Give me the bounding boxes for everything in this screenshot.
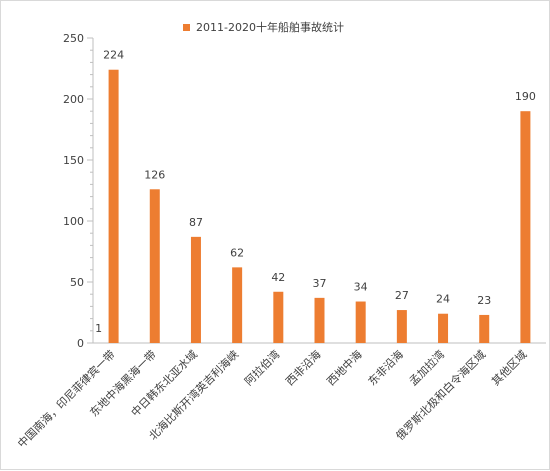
data-label: 37: [313, 277, 327, 290]
bar: [190, 236, 201, 343]
data-label: 23: [477, 294, 491, 307]
y-axis: 0 50 100 150 200 250: [63, 32, 546, 350]
legend-swatch: [183, 23, 190, 31]
bar: [355, 301, 366, 343]
x-tick-label: 孟加拉湾: [406, 347, 447, 388]
data-label: 34: [354, 281, 368, 294]
x-tick-label: 东非沿海: [365, 347, 406, 388]
data-label: 42: [271, 271, 285, 284]
bars: [108, 69, 531, 343]
y-tick-label: 150: [63, 154, 84, 167]
legend: 2011-2020十年船舶事故统计: [183, 19, 344, 35]
bar: [108, 69, 119, 343]
y-tick-label: 50: [70, 276, 84, 289]
data-label: 87: [189, 216, 203, 229]
data-label: 126: [144, 168, 165, 181]
x-tick-label: 西地中海: [324, 347, 365, 388]
data-label: 190: [515, 90, 536, 103]
x-tick-label: 其他区域: [489, 348, 529, 388]
legend-label: 2011-2020十年船舶事故统计: [196, 21, 344, 34]
y-tick-label: 0: [77, 337, 84, 350]
data-label: 27: [395, 289, 409, 302]
y-tick-label: 200: [63, 93, 84, 106]
bar: [396, 310, 407, 343]
x-axis-labels: 中国南海，印尼菲律宾一带东地中海黑海一带中日韩东北亚水域北海比斯开湾英吉利海峡阿…: [14, 347, 529, 450]
y-tick-label: 250: [63, 32, 84, 45]
bar: [149, 189, 160, 343]
data-label: 62: [230, 246, 244, 259]
x-tick-label: 阿拉伯湾: [241, 347, 282, 388]
bar: [479, 314, 490, 343]
bar: [232, 267, 243, 343]
bar: [314, 297, 325, 343]
bar: [438, 313, 449, 343]
annotation-label: 1: [95, 322, 102, 335]
y-tick-label: 100: [63, 215, 84, 228]
data-label: 24: [436, 293, 450, 306]
bar: [520, 111, 531, 343]
x-tick-label: 西非沿海: [283, 347, 324, 388]
data-label: 224: [103, 49, 124, 62]
data-labels: 224 126 87 62 42 37 34 27 24 23 190 1: [95, 49, 536, 335]
bar: [273, 291, 284, 343]
